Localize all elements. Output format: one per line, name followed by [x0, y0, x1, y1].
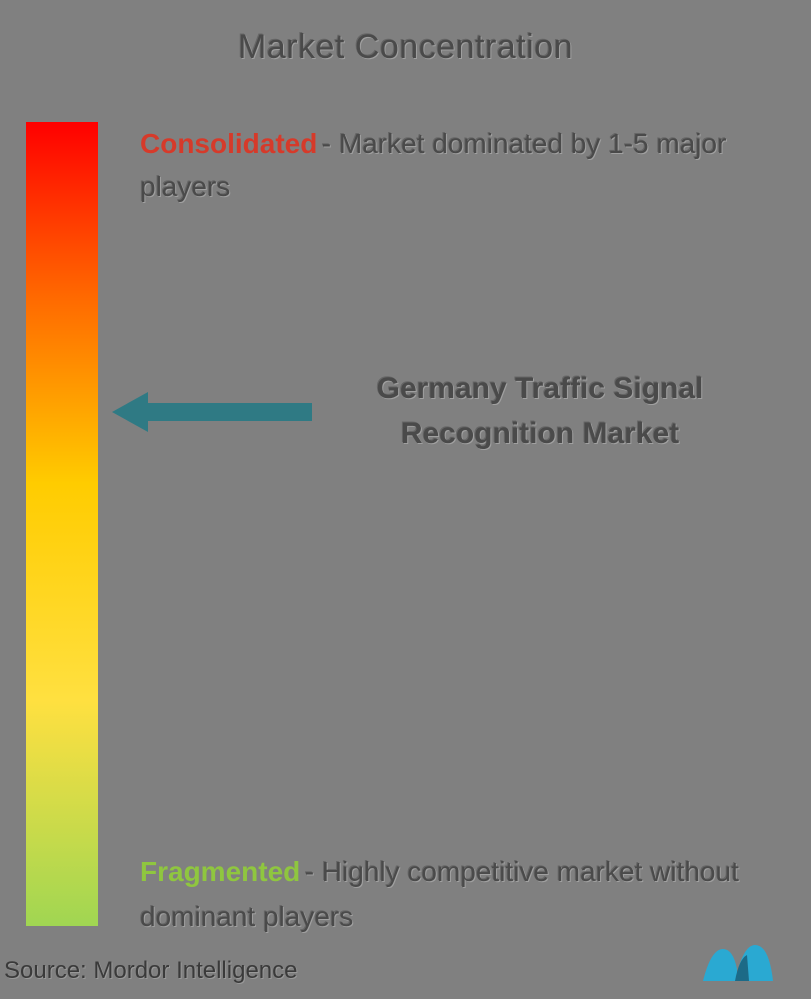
fragmented-label: Fragmented	[140, 856, 300, 887]
source-attribution: Source: Mordor Intelligence	[4, 957, 297, 985]
mordor-logo-icon	[699, 941, 777, 989]
fragmented-block: Fragmented - Highly competitive market w…	[140, 850, 780, 940]
consolidated-label: Consolidated	[140, 128, 317, 159]
consolidated-block: Consolidated - Market dominated by 1-5 m…	[140, 122, 760, 209]
market-position-arrow	[112, 389, 312, 435]
market-name-label: Germany Traffic Signal Recognition Marke…	[330, 366, 750, 456]
page-title: Market Concentration	[0, 28, 811, 67]
concentration-gradient-bar	[26, 122, 98, 926]
